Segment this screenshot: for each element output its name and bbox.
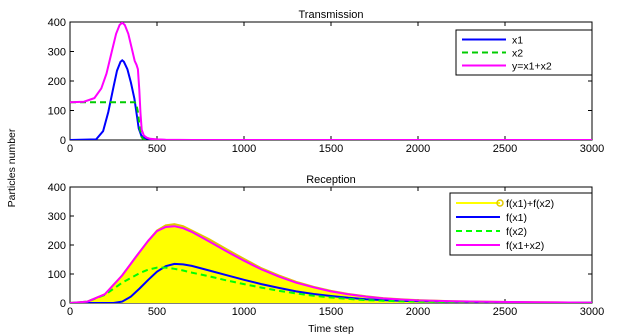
legend-label: x1: [512, 35, 523, 47]
transmission-chart: Transmission 0 500 1000 1500 2000 2500 3000 0 10…: [48, 9, 605, 155]
y-tick-label: 300: [48, 47, 66, 59]
legend-label: f(x2): [506, 226, 527, 238]
legend-label: f(x1)+f(x2): [506, 198, 554, 210]
x-axis-label: Time step: [308, 323, 354, 334]
series-f-x1-f-x2--area: [70, 224, 592, 303]
series-f-x1-x2--line: [70, 225, 592, 303]
chart-title: Reception: [306, 174, 356, 186]
x-tick-label: 1000: [232, 143, 256, 155]
x-tick-label: 2500: [493, 306, 517, 318]
legend-label: f(x1): [506, 212, 527, 224]
x-tick-label: 0: [67, 306, 73, 318]
chart-title: Transmission: [299, 9, 364, 21]
series-f-x2--line: [70, 266, 592, 303]
series-group: [70, 22, 592, 140]
x-tick-label: 1500: [319, 143, 343, 155]
legend-marker: [496, 199, 504, 207]
x-tick-label: 500: [148, 306, 166, 318]
legend-label: y=x1+x2: [512, 61, 552, 73]
x-tick-label: 0: [67, 143, 73, 155]
y-axis-label: Particles number: [6, 128, 18, 207]
series-x2-line: [70, 101, 149, 140]
legend-label: f(x1+x2): [506, 240, 544, 252]
y-tick-label: 200: [48, 240, 66, 252]
y-tick-label: 0: [60, 135, 66, 147]
x-tick-label: 3000: [580, 143, 604, 155]
x-tick-label: 2000: [406, 306, 430, 318]
y-tick-label: 100: [48, 269, 66, 281]
x-tick-label: 1500: [319, 306, 343, 318]
y-tick-label: 300: [48, 211, 66, 223]
y-tick-label: 400: [48, 17, 66, 29]
series-group: [70, 223, 592, 303]
x-tick-label: 2500: [493, 143, 517, 155]
y-tick-label: 400: [48, 182, 66, 194]
y-tick-label: 100: [48, 106, 66, 118]
legend-label: x2: [512, 48, 523, 60]
y-tick-label: 200: [48, 76, 66, 88]
legend-box: [455, 29, 593, 76]
x-tick-label: 2000: [406, 143, 430, 155]
reception-chart: Reception Time step 0 500 1000 1500 2000 2500…: [48, 174, 605, 334]
x-tick-label: 1000: [232, 306, 256, 318]
series-y-x1-x2-line: [70, 22, 592, 140]
x-tick-label: 3000: [580, 306, 604, 318]
y-tick-label: 0: [60, 298, 66, 310]
x-tick-label: 500: [148, 143, 166, 155]
